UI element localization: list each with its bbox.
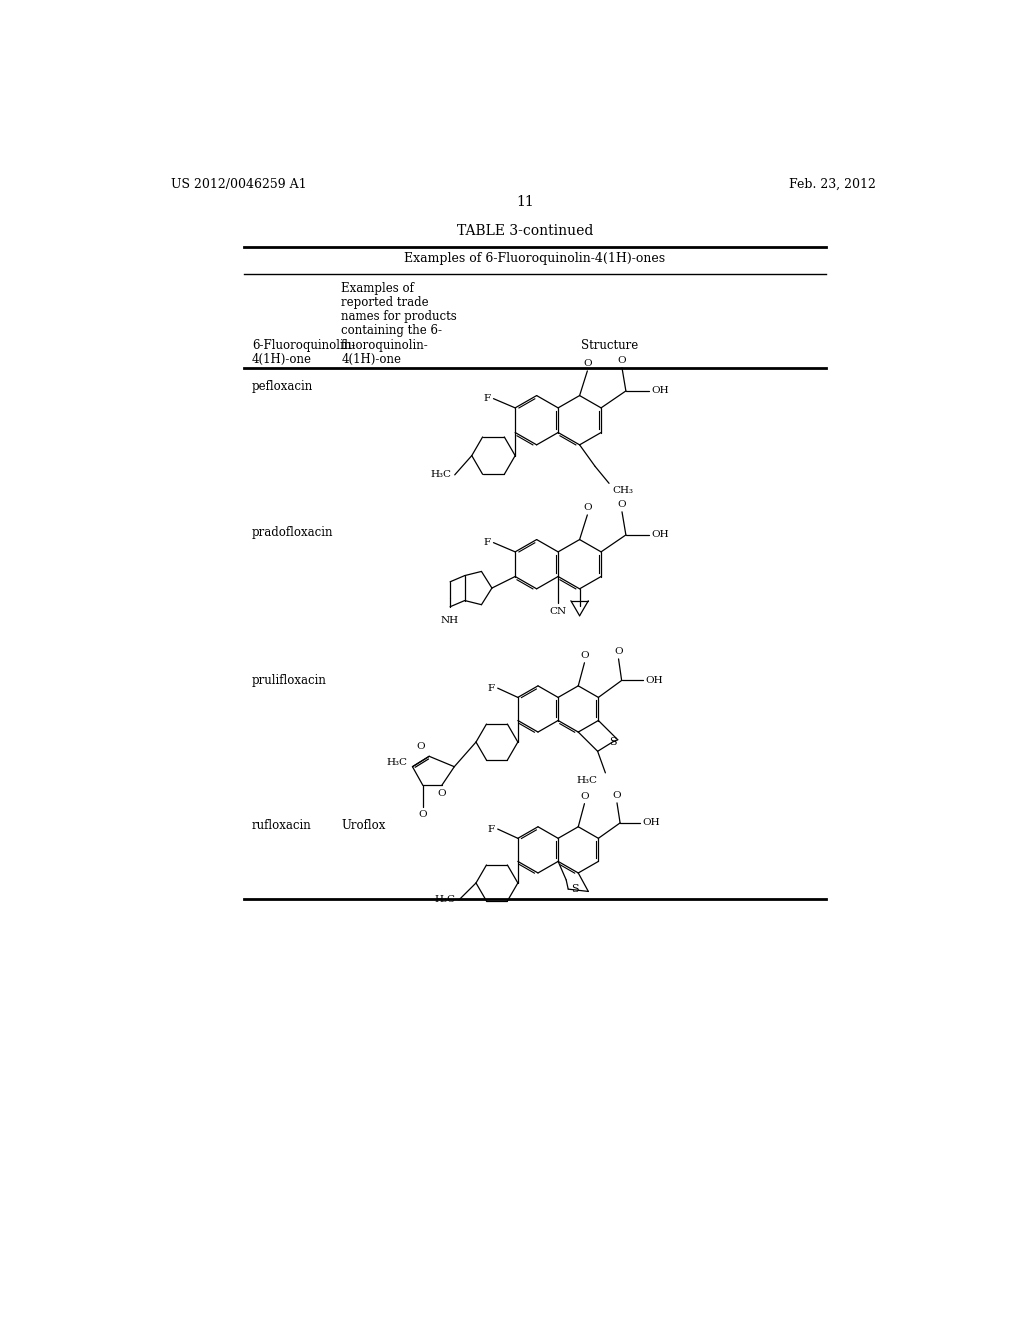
Text: O: O	[437, 789, 446, 799]
Text: F: F	[487, 684, 495, 693]
Text: OH: OH	[651, 531, 669, 540]
Text: O: O	[583, 359, 592, 368]
Text: pradofloxacin: pradofloxacin	[252, 527, 334, 540]
Text: O: O	[617, 356, 627, 364]
Text: S: S	[571, 884, 579, 894]
Text: O: O	[614, 647, 623, 656]
Text: CN: CN	[550, 607, 566, 616]
Text: NH: NH	[441, 616, 459, 624]
Text: O: O	[417, 742, 425, 751]
Text: US 2012/0046259 A1: US 2012/0046259 A1	[171, 178, 306, 190]
Text: Feb. 23, 2012: Feb. 23, 2012	[790, 178, 876, 190]
Text: Examples of 6-Fluoroquinolin-4(1H)-ones: Examples of 6-Fluoroquinolin-4(1H)-ones	[404, 252, 666, 265]
Text: fluoroquinolin-: fluoroquinolin-	[341, 339, 429, 351]
Text: Examples of: Examples of	[341, 281, 414, 294]
Text: OH: OH	[651, 387, 669, 396]
Text: F: F	[483, 539, 490, 546]
Text: S: S	[609, 737, 616, 747]
Text: F: F	[487, 825, 495, 833]
Text: O: O	[617, 500, 627, 508]
Text: 11: 11	[516, 195, 534, 210]
Text: O: O	[581, 792, 589, 800]
Text: O: O	[583, 503, 592, 512]
Text: 4(1H)-one: 4(1H)-one	[252, 352, 312, 366]
Text: names for products: names for products	[341, 310, 457, 323]
Text: TABLE 3-continued: TABLE 3-continued	[457, 224, 593, 238]
Text: CH₃: CH₃	[612, 487, 633, 495]
Text: H₃C: H₃C	[387, 759, 408, 767]
Text: O: O	[581, 651, 589, 660]
Text: Structure: Structure	[582, 339, 639, 351]
Text: H₃C: H₃C	[577, 776, 598, 785]
Text: O: O	[419, 810, 427, 818]
Text: pefloxacin: pefloxacin	[252, 380, 313, 393]
Text: 6-Fluoroquinolin-: 6-Fluoroquinolin-	[252, 339, 355, 351]
Text: 4(1H)-one: 4(1H)-one	[341, 352, 401, 366]
Text: Uroflox: Uroflox	[341, 818, 385, 832]
Text: rufloxacin: rufloxacin	[252, 818, 311, 832]
Text: OH: OH	[646, 676, 664, 685]
Text: F: F	[483, 395, 490, 403]
Text: H₃C: H₃C	[435, 895, 456, 904]
Text: H₃C: H₃C	[431, 470, 452, 479]
Text: containing the 6-: containing the 6-	[341, 325, 442, 338]
Text: OH: OH	[643, 818, 660, 828]
Text: O: O	[612, 791, 622, 800]
Text: prulifloxacin: prulifloxacin	[252, 675, 327, 688]
Text: reported trade: reported trade	[341, 296, 429, 309]
